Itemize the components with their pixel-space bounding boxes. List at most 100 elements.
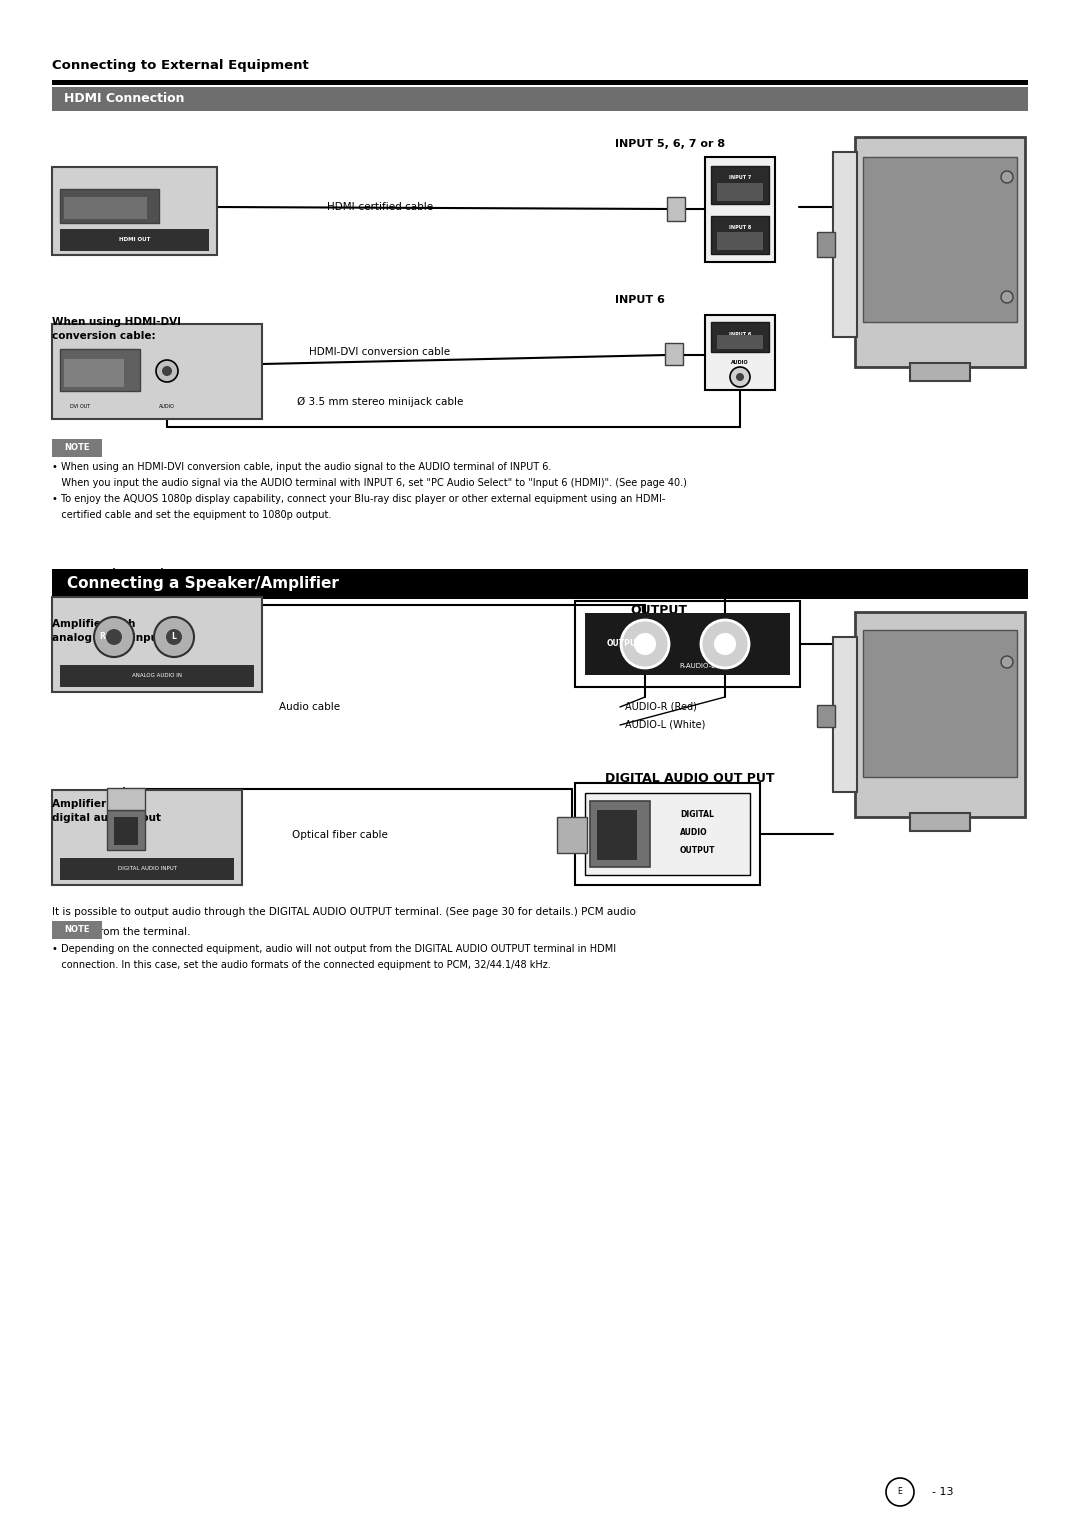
Text: certified cable and set the equipment to 1080p output.: certified cable and set the equipment to…	[52, 510, 332, 521]
Text: INPUT 7: INPUT 7	[729, 176, 751, 180]
Text: INPUT 5, 6, 7 or 8: INPUT 5, 6, 7 or 8	[615, 139, 725, 150]
Circle shape	[714, 634, 735, 655]
Text: E: E	[897, 1487, 903, 1496]
Text: connection. In this case, set the audio formats of the connected equipment to PC: connection. In this case, set the audio …	[52, 960, 551, 970]
Circle shape	[162, 366, 172, 376]
Text: Connecting to External Equipment: Connecting to External Equipment	[52, 60, 309, 72]
Text: OUTPUT: OUTPUT	[630, 605, 687, 617]
Circle shape	[106, 629, 122, 644]
Bar	[705, 315, 775, 389]
Text: Audio cable: Audio cable	[280, 702, 340, 712]
Bar	[833, 637, 858, 793]
Circle shape	[1001, 292, 1013, 302]
Bar	[52, 789, 242, 886]
Bar	[64, 197, 147, 218]
Bar	[60, 350, 140, 391]
Bar	[64, 359, 124, 386]
Text: HDMI-DVI conversion cable: HDMI-DVI conversion cable	[310, 347, 450, 357]
Text: OUTPUT: OUTPUT	[680, 846, 715, 855]
Bar	[60, 664, 254, 687]
Text: NOTE: NOTE	[64, 443, 90, 452]
Text: L: L	[172, 632, 176, 641]
Text: INPUT 8: INPUT 8	[729, 226, 751, 231]
Text: Amplifier with
analog audio input: Amplifier with analog audio input	[52, 618, 163, 643]
Circle shape	[156, 360, 178, 382]
Text: DVI OUT: DVI OUT	[70, 405, 90, 409]
Bar	[711, 322, 769, 353]
Circle shape	[621, 620, 669, 667]
Bar	[114, 817, 138, 844]
Text: OUTPUT: OUTPUT	[607, 640, 643, 649]
Bar	[910, 812, 970, 831]
Bar	[863, 157, 1017, 322]
Circle shape	[94, 617, 134, 657]
Text: outputs from the terminal.: outputs from the terminal.	[52, 927, 190, 938]
Bar	[107, 809, 145, 851]
Bar	[590, 802, 650, 867]
Text: • When using an HDMI-DVI conversion cable, input the audio signal to the AUDIO t: • When using an HDMI-DVI conversion cabl…	[52, 463, 552, 472]
Text: HDMI Connection: HDMI Connection	[64, 93, 185, 105]
Bar	[60, 858, 234, 880]
Bar	[717, 183, 762, 202]
Bar	[557, 817, 588, 854]
Text: - 13: - 13	[932, 1487, 954, 1496]
Text: DIGITAL AUDIO INPUT: DIGITAL AUDIO INPUT	[118, 866, 176, 872]
Bar	[711, 215, 769, 253]
Bar	[52, 438, 102, 457]
Bar	[833, 153, 858, 337]
Bar	[60, 229, 210, 250]
Bar	[717, 334, 762, 350]
Text: R-AUDIO-L: R-AUDIO-L	[679, 663, 715, 669]
Bar	[60, 189, 159, 223]
Bar	[52, 597, 262, 692]
Bar	[52, 87, 1028, 111]
Text: DIGITAL: DIGITAL	[680, 811, 714, 820]
Bar	[575, 602, 800, 687]
Text: R: R	[99, 632, 105, 641]
Bar	[855, 612, 1025, 817]
Bar	[52, 166, 217, 255]
Text: Optical fiber cable: Optical fiber cable	[292, 831, 388, 840]
Bar	[816, 705, 835, 727]
Text: It is possible to output audio through the DIGITAL AUDIO OUTPUT terminal. (See p: It is possible to output audio through t…	[52, 907, 636, 918]
Text: When using HDMI-DVI
conversion cable:: When using HDMI-DVI conversion cable:	[52, 318, 181, 341]
Bar	[705, 157, 775, 263]
Text: When you input the audio signal via the AUDIO terminal with INPUT 6, set "PC Aud: When you input the audio signal via the …	[52, 478, 687, 489]
Bar	[52, 324, 262, 418]
Text: AUDIO: AUDIO	[731, 359, 748, 365]
Circle shape	[166, 629, 183, 644]
Bar	[52, 570, 1028, 599]
Bar	[597, 809, 637, 860]
Bar	[575, 783, 760, 886]
Text: Amplifier with
digital audio input: Amplifier with digital audio input	[52, 799, 161, 823]
Text: NOTE: NOTE	[64, 925, 90, 935]
Circle shape	[634, 634, 656, 655]
Bar	[863, 631, 1017, 777]
Text: Ø 3.5 mm stereo minijack cable: Ø 3.5 mm stereo minijack cable	[297, 397, 463, 408]
Text: AUDIO-L (White): AUDIO-L (White)	[625, 721, 705, 730]
Bar	[910, 363, 970, 382]
Bar	[717, 232, 762, 250]
Circle shape	[1001, 657, 1013, 667]
Circle shape	[701, 620, 750, 667]
Bar	[855, 137, 1025, 366]
Text: AUDIO: AUDIO	[680, 829, 707, 837]
Text: AUDIO-R (Red): AUDIO-R (Red)	[625, 702, 697, 712]
Text: HDMI OUT: HDMI OUT	[119, 238, 150, 243]
Text: HDMI-certified cable: HDMI-certified cable	[327, 202, 433, 212]
Bar	[667, 197, 685, 221]
Text: • To enjoy the AQUOS 1080p display capability, connect your Blu-ray disc player : • To enjoy the AQUOS 1080p display capab…	[52, 495, 665, 504]
Circle shape	[1001, 171, 1013, 183]
Bar	[816, 232, 835, 257]
Bar	[52, 79, 1028, 86]
Text: INPUT 6: INPUT 6	[729, 333, 751, 337]
Bar	[585, 612, 789, 675]
Bar	[107, 788, 145, 809]
Bar	[52, 921, 102, 939]
Circle shape	[154, 617, 194, 657]
Text: INPUT 6: INPUT 6	[615, 295, 665, 305]
Bar	[665, 344, 683, 365]
Text: AUDIO: AUDIO	[159, 405, 175, 409]
Bar	[711, 166, 769, 205]
Text: ANALOG AUDIO IN: ANALOG AUDIO IN	[132, 673, 183, 678]
